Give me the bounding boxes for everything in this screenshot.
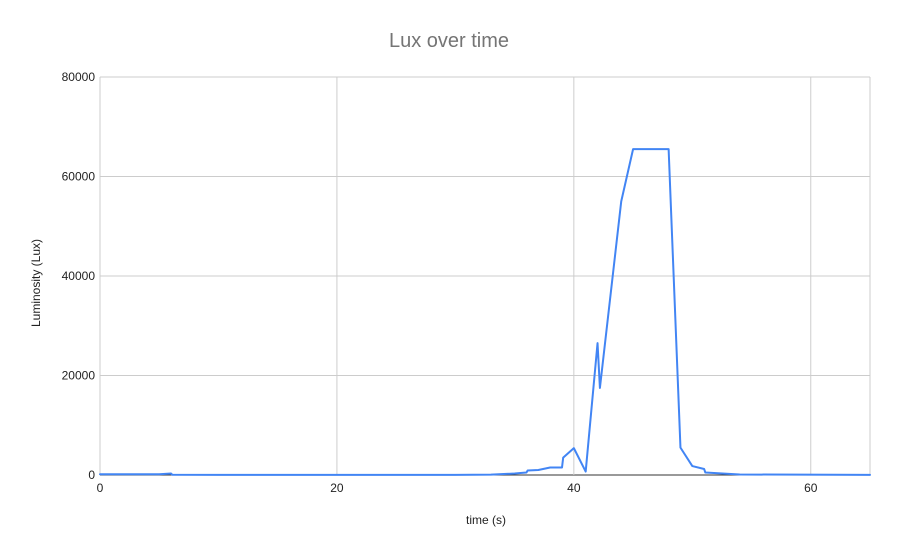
gridlines — [99, 76, 871, 476]
y-axis-label: Luminosity (Lux) — [29, 239, 43, 327]
y-tick-label: 60000 — [62, 170, 96, 184]
x-axis-label: time (s) — [466, 513, 506, 527]
y-tick-label: 40000 — [62, 269, 96, 283]
y-axis-ticks: 0 20000 40000 60000 80000 — [62, 70, 96, 482]
x-tick-label: 20 — [330, 481, 344, 495]
chart-title: Lux over time — [389, 30, 509, 52]
x-axis-ticks: 0 20 40 60 — [97, 481, 818, 495]
y-tick-label: 0 — [88, 468, 95, 482]
series-line — [99, 148, 871, 476]
y-tick-label: 20000 — [62, 369, 96, 383]
y-tick-label: 80000 — [62, 70, 96, 84]
x-tick-label: 0 — [97, 481, 104, 495]
x-tick-label: 60 — [804, 481, 818, 495]
x-tick-label: 40 — [567, 481, 581, 495]
series-layer — [99, 148, 871, 476]
